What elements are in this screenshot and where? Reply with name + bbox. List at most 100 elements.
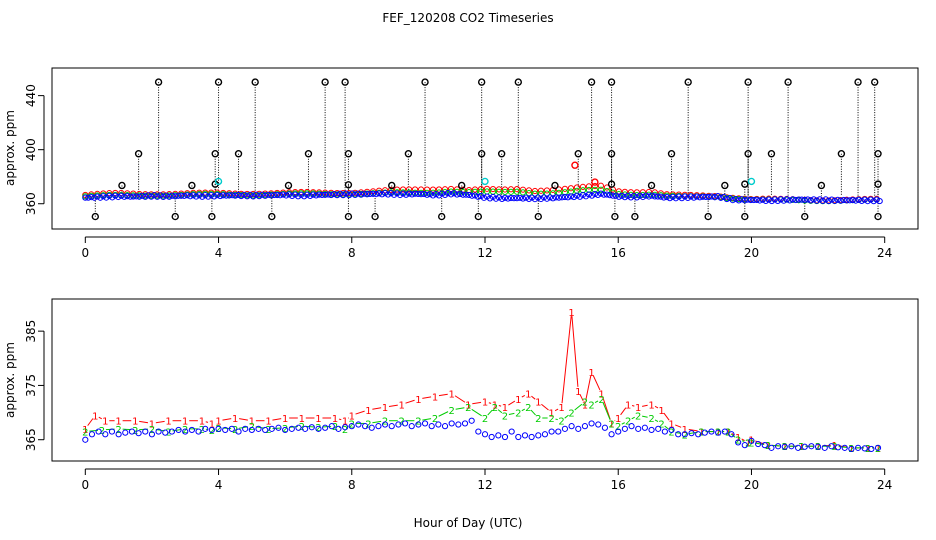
series-segment-2: [664, 425, 669, 430]
baseline-point-blue: [696, 194, 703, 201]
outlier-point: [817, 181, 826, 190]
baseline-point-blue: [453, 191, 461, 198]
baseline-point-blue: [558, 194, 566, 201]
series-point-3: [255, 425, 262, 432]
baseline-point-blue: [223, 192, 230, 199]
baseline-point-blue: [139, 192, 146, 199]
baseline-point-blue: [220, 192, 227, 199]
outlier-point: [574, 150, 582, 158]
baseline-point-blue: [301, 193, 308, 200]
series-marker-1: 1: [515, 395, 521, 406]
series-point-3: [721, 428, 728, 435]
series-segment-1: [422, 396, 432, 399]
bottom-x-tick-label: 12: [477, 478, 492, 492]
series-marker-2: 2: [745, 438, 751, 449]
baseline-point-blue: [232, 192, 239, 199]
outlier-point: [741, 180, 749, 188]
outlier-point: [404, 150, 413, 158]
baseline-point-blue: [819, 197, 826, 205]
series-point-3: [135, 430, 142, 437]
top-y-tick-label: 360: [24, 192, 38, 215]
series-point-3: [428, 423, 435, 430]
series-segment-1: [531, 395, 536, 400]
baseline-point-blue: [187, 193, 194, 200]
series-point-3: [435, 421, 442, 428]
series-point-3: [868, 445, 875, 453]
y-axis-label-bottom: approx. ppm: [3, 342, 17, 418]
baseline-point-blue: [229, 192, 236, 199]
series-marker-1: 1: [342, 417, 348, 428]
outlier-point: [91, 212, 100, 221]
series-segment-1: [205, 421, 209, 423]
baseline-point-blue: [298, 191, 305, 198]
series-point-3: [168, 428, 176, 435]
baseline-point-blue: [642, 192, 649, 199]
series-point-3: [348, 423, 355, 430]
baseline-point-blue: [118, 192, 125, 199]
baseline-point-blue: [774, 197, 781, 205]
outlier-point: [611, 212, 619, 221]
baseline-point-red: [645, 188, 652, 196]
series-marker-1: 1: [725, 428, 731, 439]
series-marker-1: 1: [682, 425, 688, 436]
series-marker-1: 1: [232, 414, 238, 425]
baseline-point-blue: [654, 193, 661, 200]
series-point-3: [608, 431, 615, 438]
baseline-point-blue: [534, 194, 542, 201]
bottom-y-tick-label: 365: [24, 428, 38, 451]
series-marker-2: 2: [682, 430, 688, 441]
baseline-point-blue: [837, 197, 844, 204]
outlier-point: [344, 181, 353, 189]
series-marker-1: 1: [249, 417, 255, 428]
outlier-point: [571, 161, 579, 169]
baseline-point-blue: [402, 191, 410, 198]
baseline-point-blue: [103, 194, 110, 201]
baseline-point-blue: [693, 193, 700, 200]
baseline-point-blue: [516, 194, 524, 201]
baseline-point-blue: [109, 194, 116, 201]
series-marker-2: 2: [215, 424, 221, 435]
series-segment-1: [579, 394, 584, 402]
series-segment-2: [772, 444, 781, 447]
outlier-point: [667, 150, 676, 158]
series-marker-2: 2: [535, 414, 541, 425]
series-marker-2: 2: [299, 422, 305, 433]
series-segment-1: [405, 399, 415, 404]
outlier-point: [171, 212, 179, 221]
baseline-point-blue: [762, 197, 769, 204]
series-marker-1: 1: [299, 414, 305, 425]
baseline-point-red: [567, 185, 575, 192]
series-marker-2: 2: [265, 425, 271, 436]
series-point-3: [848, 445, 855, 453]
series-point-3: [448, 420, 455, 427]
baseline-point-blue: [870, 198, 877, 205]
series-marker-1: 1: [658, 406, 664, 417]
baseline-point-blue: [319, 191, 326, 199]
series-segment-2: [631, 416, 635, 420]
series-point-3: [288, 425, 295, 432]
series-point-3: [175, 426, 182, 434]
baseline-point-blue: [711, 194, 718, 201]
series-point-3: [222, 426, 229, 434]
baseline-point-blue: [777, 196, 784, 203]
series-marker-1: 1: [558, 403, 564, 414]
baseline-point-blue: [705, 193, 712, 201]
outlier-point: [214, 177, 223, 186]
baseline-point-blue: [513, 195, 521, 202]
baseline-point-blue: [552, 194, 560, 201]
baseline-point-red: [417, 186, 425, 193]
baseline-point-blue: [340, 192, 347, 199]
series-marker-2: 2: [449, 406, 455, 417]
baseline-point-blue: [226, 192, 233, 199]
baseline-point-blue: [588, 192, 596, 199]
bottom-x-tick-label: 16: [611, 478, 626, 492]
series-point-3: [794, 444, 802, 451]
baseline-point-green: [525, 189, 533, 197]
baseline-point-blue: [196, 192, 203, 199]
series-marker-2: 2: [875, 444, 881, 455]
series-segment-1: [498, 404, 502, 407]
series-segment-2: [741, 440, 745, 442]
top-x-tick-label: 4: [215, 246, 223, 260]
series-point-3: [262, 426, 269, 434]
baseline-point-green: [501, 188, 509, 196]
